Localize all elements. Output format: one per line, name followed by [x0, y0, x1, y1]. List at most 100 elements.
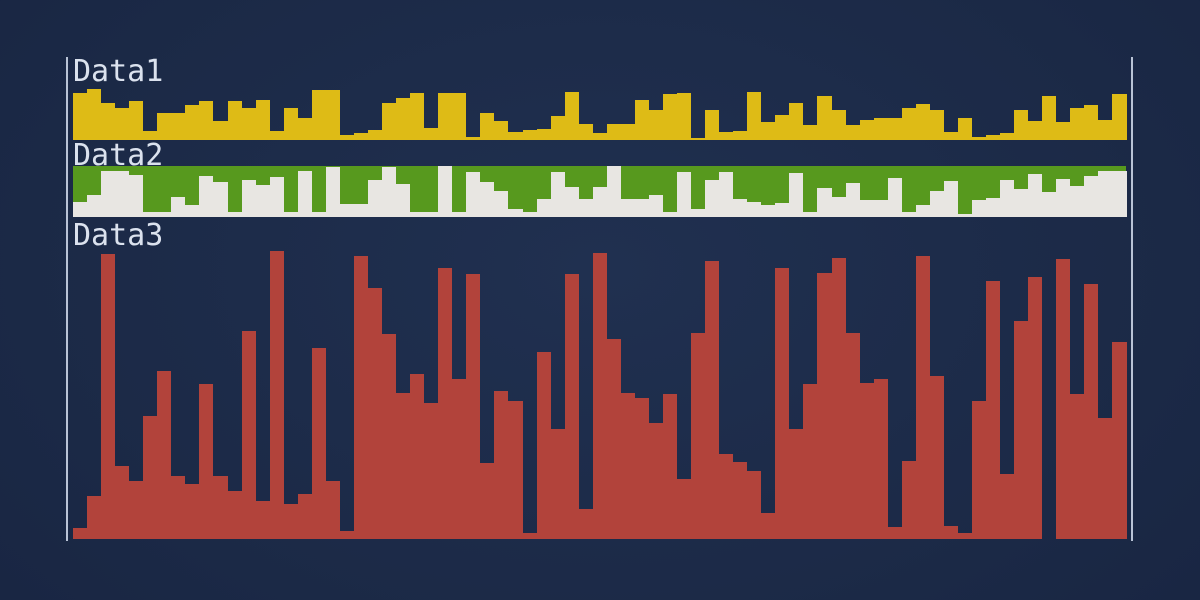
- bar: [634, 100, 649, 140]
- bar: [241, 108, 256, 140]
- bar: [1042, 192, 1057, 217]
- bar: [339, 531, 354, 539]
- bar: [536, 129, 551, 140]
- bar: [677, 93, 692, 140]
- bar: [817, 188, 832, 217]
- bar: [1014, 110, 1029, 140]
- bar: [213, 121, 228, 140]
- bar: [508, 132, 523, 140]
- bar: [986, 281, 1001, 539]
- bar: [101, 171, 116, 217]
- bar: [143, 416, 158, 539]
- bar: [775, 203, 790, 217]
- bar: [199, 176, 214, 217]
- bar: [115, 108, 130, 140]
- bar: [887, 527, 902, 539]
- bar: [761, 513, 776, 539]
- bar: [241, 331, 256, 539]
- bar: [719, 172, 734, 217]
- bar: [578, 509, 593, 539]
- bar: [550, 172, 565, 217]
- bar: [817, 273, 832, 539]
- bar-series-data1: [73, 88, 1127, 140]
- bar: [494, 121, 509, 140]
- bar: [564, 187, 579, 217]
- bar: [466, 274, 481, 539]
- bar-series-data2: [73, 166, 1127, 217]
- bar: [185, 105, 200, 140]
- bar: [143, 212, 158, 217]
- bar: [325, 481, 340, 539]
- bar: [634, 398, 649, 539]
- bar: [957, 533, 972, 539]
- bar: [662, 394, 678, 539]
- bar: [564, 274, 579, 539]
- bar: [101, 103, 116, 140]
- bar: [620, 199, 635, 217]
- bar: [480, 463, 495, 539]
- bar: [129, 101, 144, 140]
- bar: [887, 118, 902, 140]
- bar: [480, 182, 495, 217]
- bar: [915, 205, 930, 217]
- bar: [1000, 474, 1015, 539]
- bar: [396, 184, 411, 217]
- bar: [157, 371, 172, 539]
- bar: [199, 384, 214, 539]
- bar: [859, 120, 874, 140]
- series-title-data2: Data2: [73, 138, 164, 173]
- bar: [831, 258, 846, 539]
- bar: [705, 110, 720, 140]
- bar: [691, 333, 706, 539]
- bar: [494, 191, 509, 217]
- bar: [592, 133, 607, 140]
- bar: [929, 191, 944, 217]
- bar: [733, 462, 748, 539]
- series-title-data1: Data1: [73, 54, 164, 89]
- bar: [733, 131, 748, 140]
- bar: [803, 212, 818, 217]
- bar: [859, 200, 874, 217]
- bar: [522, 212, 537, 217]
- bar: [578, 199, 593, 217]
- bar: [73, 202, 88, 217]
- bar: [382, 334, 397, 539]
- bar: [1084, 105, 1099, 140]
- bar: [620, 124, 635, 140]
- bar: [438, 166, 453, 217]
- bar: [873, 118, 888, 140]
- bar: [1084, 176, 1099, 217]
- bar: [325, 167, 340, 217]
- bar: [747, 92, 762, 140]
- bar: [73, 93, 88, 140]
- bar: [1098, 418, 1113, 539]
- bar: [157, 212, 172, 217]
- bar: [972, 137, 987, 140]
- bar: [1000, 180, 1015, 217]
- bar: [648, 110, 663, 140]
- bar: [410, 93, 425, 140]
- bar: [269, 177, 284, 217]
- bar: [508, 401, 523, 539]
- bar: [648, 423, 663, 539]
- bar: [550, 429, 565, 539]
- bar: [1098, 171, 1113, 217]
- bar: [803, 384, 818, 539]
- bar: [255, 100, 270, 140]
- bar: [1112, 342, 1127, 539]
- bar: [452, 379, 467, 539]
- bar: [339, 135, 354, 140]
- bar: [255, 501, 270, 539]
- bar: [199, 101, 214, 140]
- bar: [410, 212, 425, 217]
- bar: [817, 96, 832, 140]
- bar: [255, 185, 270, 217]
- bar: [845, 125, 860, 140]
- bar: [87, 89, 102, 140]
- bar: [171, 113, 186, 140]
- bar: [367, 288, 383, 539]
- bar: [1042, 96, 1057, 140]
- bar: [480, 113, 495, 140]
- bar: [311, 90, 326, 140]
- y-axis-line-left: [66, 57, 68, 541]
